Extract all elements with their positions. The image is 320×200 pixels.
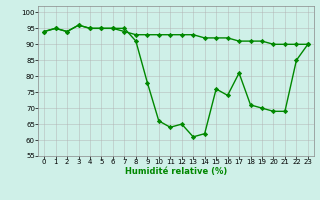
X-axis label: Humidité relative (%): Humidité relative (%) — [125, 167, 227, 176]
